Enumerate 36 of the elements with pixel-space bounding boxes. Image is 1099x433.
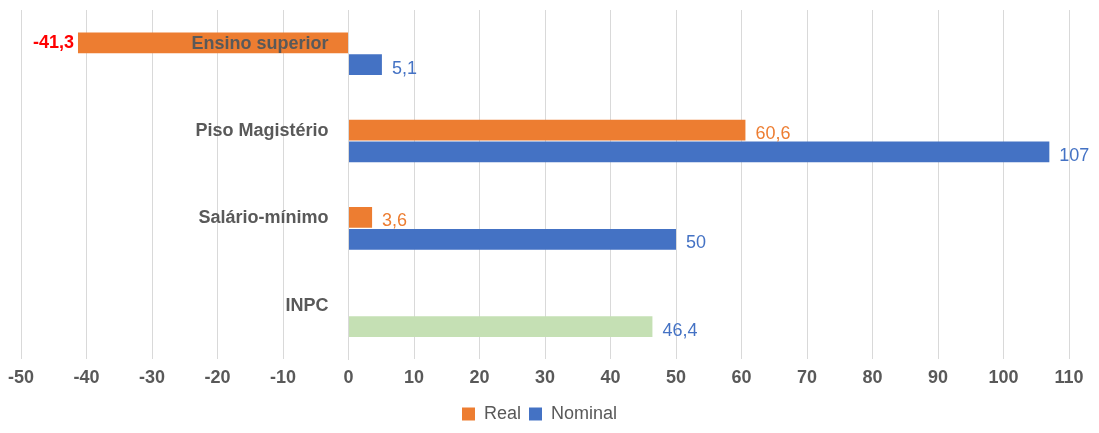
x-tick-label: -10 [270,367,297,388]
x-tick-label: 40 [600,367,621,388]
x-tick-label: 0 [343,367,354,388]
data-label: 46,4 [662,319,698,340]
x-tick-label: 100 [988,367,1019,388]
x-tick-label: 60 [731,367,752,388]
data-label: 5,1 [391,57,417,78]
legend-label: Real [483,402,522,423]
x-tick-label: 80 [862,367,883,388]
data-label: 50 [686,232,707,253]
x-tick-label: -50 [8,367,35,388]
x-tick-label: 20 [469,367,490,388]
y-tick-label: Ensino superior [191,32,329,53]
data-label: 60,6 [755,123,791,144]
x-tick-label: 10 [403,367,425,388]
data-label: 3,6 [382,210,408,231]
x-tick-label: 70 [796,367,818,388]
x-tick-label: 110 [1054,367,1084,388]
y-tick-label: Salário-mínimo [198,207,329,228]
bar [349,141,1050,163]
data-label: -41,3 [32,31,74,52]
legend-label: Nominal [551,402,618,423]
y-tick-label: INPC [285,294,329,315]
x-tick-label: -30 [139,367,166,388]
bar [349,54,382,75]
bar [349,207,373,228]
x-tick-label: 90 [927,367,949,388]
x-tick-label: -40 [73,367,100,388]
x-tick-label: 30 [534,367,556,388]
x-tick-label: 50 [665,367,687,388]
x-tick-label: -20 [204,367,231,388]
y-tick-label: Piso Magistério [195,119,329,140]
data-label: 107 [1059,144,1090,165]
bar [349,316,653,338]
bar [349,228,676,250]
bar [349,119,746,141]
